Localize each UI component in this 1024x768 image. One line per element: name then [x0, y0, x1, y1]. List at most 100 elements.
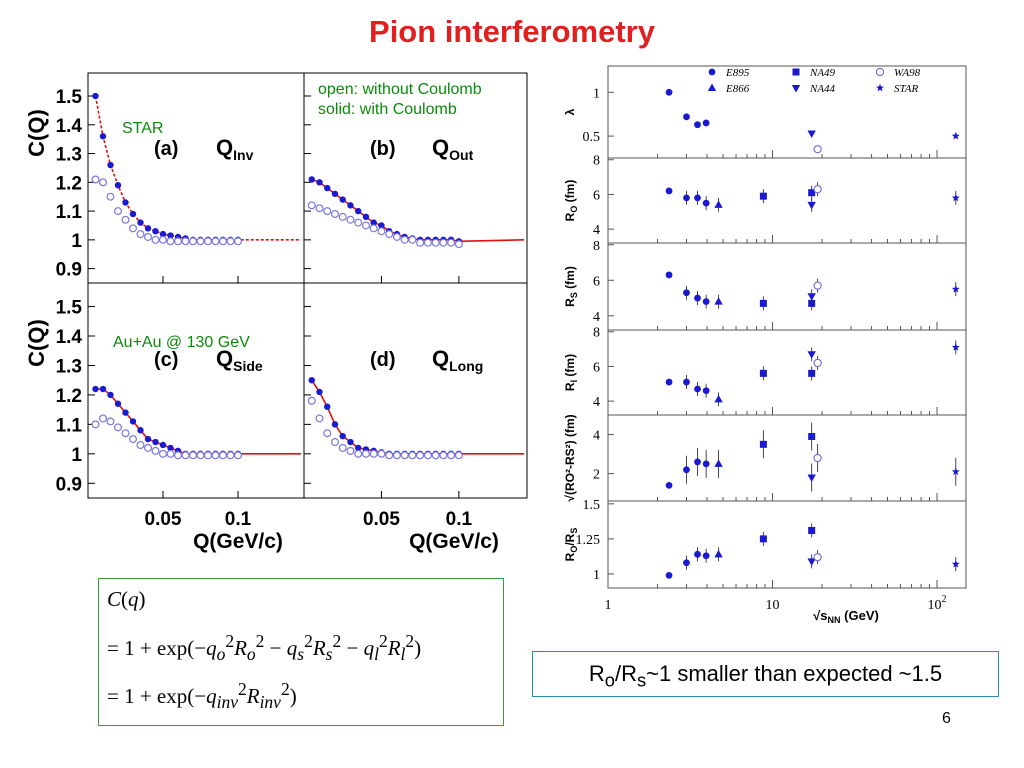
point-with-coulomb	[331, 190, 339, 198]
y-tick-label: 6	[593, 188, 600, 203]
point-without-coulomb	[447, 451, 456, 460]
point-without-coulomb	[144, 443, 153, 452]
point-with-coulomb	[347, 202, 354, 209]
point-with-coulomb	[144, 435, 152, 443]
y-tick-label: 6	[593, 360, 600, 375]
right-y-axis-label: √(RO²-RS²) (fm)	[563, 414, 577, 501]
legend-label-e895: E895	[725, 67, 750, 79]
point-e895	[665, 378, 673, 386]
label-part: S²) (fm)	[563, 414, 577, 456]
point-e895	[694, 194, 701, 202]
point-e895	[683, 559, 690, 567]
y-tick-label: 0.9	[56, 474, 82, 495]
y-tick-label: 1.2	[56, 386, 82, 407]
point-without-coulomb	[129, 435, 138, 444]
legend-marker-star	[876, 83, 884, 92]
point-without-coulomb	[408, 235, 417, 244]
panel-variable-sub: Inv	[233, 147, 253, 163]
x-tick-label: 0.05	[145, 509, 182, 530]
x-tick-label: 1	[605, 598, 612, 613]
point-e895	[665, 187, 673, 195]
hbt-radii-figure: 1 0.5 λ 8 6 4 RO (fm) 8 6 4 RS (fm) 8 6 4 Rl (fm) 4 2 √(R…	[550, 58, 970, 626]
point-e895	[694, 458, 701, 466]
point-without-coulomb	[181, 237, 190, 246]
point-na49	[759, 535, 767, 543]
formula-line-1: C(q)	[107, 587, 146, 611]
label-sub: l	[569, 380, 579, 383]
point-without-coulomb	[361, 221, 370, 230]
panel-tag: (c)	[154, 349, 178, 371]
panel-variable-sub: Side	[233, 358, 263, 374]
y-tick-label: 1	[71, 445, 82, 466]
point-without-coulomb	[377, 449, 386, 458]
point-without-coulomb	[354, 449, 363, 458]
y-tick-label: 1.1	[56, 202, 83, 223]
panel-frame-qside	[87, 282, 305, 499]
right-y-axis-label: RS (fm)	[563, 266, 579, 307]
point-e895	[702, 460, 710, 468]
point-without-coulomb	[91, 420, 100, 429]
right-panel-frames: 1 0.5 λ 8 6 4 RO (fm) 8 6 4 RS (fm) 8 6 4 Rl (fm) 4 2 √(R…	[563, 65, 967, 625]
point-without-coulomb	[204, 237, 213, 246]
y-tick-label: 1	[593, 568, 600, 583]
point-without-coulomb	[346, 215, 355, 224]
point-without-coulomb	[369, 449, 378, 458]
legend-solid-text: solid: with Coulomb	[318, 101, 457, 118]
point-with-coulomb	[159, 230, 167, 238]
point-e895	[694, 121, 701, 129]
point-e895	[702, 387, 710, 395]
point-without-coulomb	[315, 204, 324, 213]
point-without-coulomb	[159, 235, 168, 244]
point-without-coulomb	[129, 224, 138, 233]
point-with-coulomb	[129, 210, 137, 218]
point-with-coulomb	[122, 199, 129, 206]
point-na49	[759, 440, 767, 448]
point-without-coulomb	[408, 451, 417, 460]
point-na49	[759, 369, 767, 377]
point-without-coulomb	[204, 451, 213, 460]
right-y-axis-label: λ	[563, 108, 577, 115]
point-with-coulomb	[144, 225, 152, 232]
point-without-coulomb	[392, 451, 401, 460]
point-without-coulomb	[385, 451, 394, 460]
point-without-coulomb	[377, 227, 386, 236]
legend-open-text: open: without Coulomb	[318, 81, 482, 98]
point-na44	[807, 474, 816, 483]
point-wa98	[813, 453, 822, 463]
point-without-coulomb	[454, 451, 463, 460]
point-without-coulomb	[330, 209, 339, 218]
fit-curve-qout	[311, 178, 525, 243]
y-tick-label: 1	[71, 231, 82, 252]
point-e895	[683, 378, 690, 386]
label-part: (fm)	[563, 180, 577, 206]
point-without-coulomb	[219, 237, 228, 246]
point-without-coulomb	[354, 218, 363, 227]
point-e866	[714, 200, 723, 208]
y-tick-label: 1.5	[583, 498, 601, 513]
point-with-coulomb	[107, 391, 114, 399]
point-without-coulomb	[439, 451, 448, 460]
point-e866	[714, 459, 723, 467]
point-na49	[808, 369, 816, 377]
point-without-coulomb	[416, 451, 425, 460]
point-na44	[807, 130, 816, 138]
point-with-coulomb	[355, 444, 362, 452]
point-without-coulomb	[423, 451, 432, 460]
point-wa98	[813, 145, 822, 154]
x-axis-label: Q(GeV/c)	[409, 530, 499, 553]
point-with-coulomb	[339, 432, 346, 440]
star-annotation: STAR	[122, 120, 163, 137]
point-without-coulomb	[385, 230, 394, 239]
point-without-coulomb	[447, 238, 456, 247]
point-without-coulomb	[113, 423, 122, 432]
label-sub: S	[569, 292, 579, 298]
point-without-coulomb	[361, 449, 370, 458]
y-tick-label: 8	[593, 239, 600, 254]
right-data-points	[665, 88, 960, 579]
fit-curve-qlong	[311, 379, 524, 455]
y-axis-label: C(Q)	[24, 319, 49, 367]
point-with-coulomb	[137, 427, 144, 434]
y-tick-label: 1.25	[576, 533, 601, 548]
panel-frame-qinv	[87, 72, 305, 284]
point-without-coulomb	[211, 451, 220, 460]
